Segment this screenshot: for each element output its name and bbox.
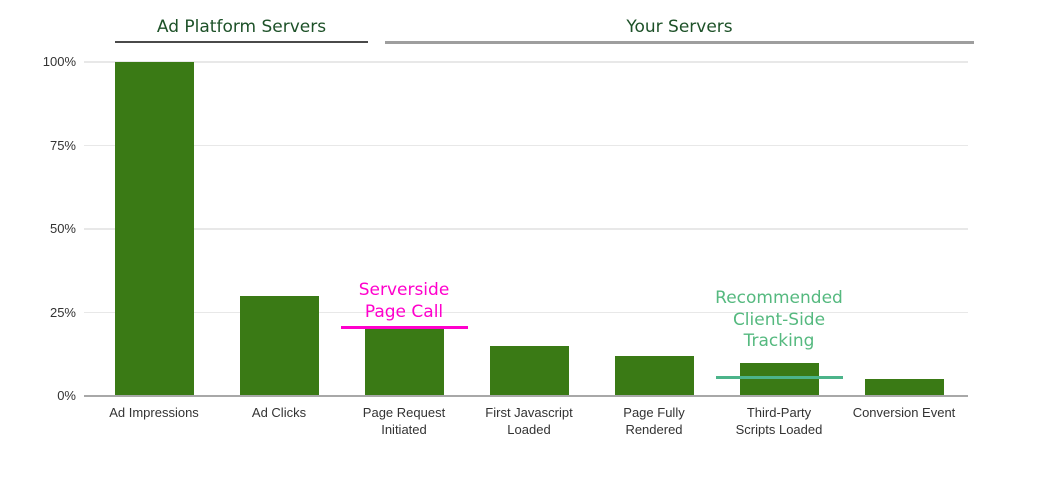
- x-axis-label-page-fully-rendered: Page Fully Rendered: [623, 405, 685, 437]
- y-axis-tick-label-0: 0%: [57, 388, 76, 403]
- group-header-underline: [115, 41, 368, 43]
- annotation-marker-line-recommended: [715, 375, 843, 380]
- annotation-recommended-client-side-tracking: Recommended Client-Side Tracking: [715, 288, 843, 351]
- x-axis-label-page-request-initiated: Page Request Initiated: [362, 405, 446, 437]
- bar-ad-impressions: [114, 62, 194, 396]
- bar-page-request-initiated: [364, 329, 444, 396]
- group-header-underline: [385, 41, 974, 44]
- group-header-label: Your Servers: [626, 17, 733, 37]
- bar-first-javascript-loaded: [489, 345, 569, 396]
- x-axis-label-ad-clicks: Ad Clicks: [251, 405, 307, 420]
- gridline-75: [84, 144, 968, 147]
- bar-conversion-event: [864, 379, 944, 396]
- gridline-25: [84, 311, 968, 314]
- group-header-your-servers: Your Servers: [385, 16, 974, 44]
- gridline-50: [84, 228, 968, 230]
- y-axis-tick-label-25: 25%: [49, 304, 76, 320]
- x-axis-label-third-party-scripts-loaded: Third-Party Scripts Loaded: [735, 405, 823, 437]
- y-axis-tick-label-75: 75%: [49, 137, 76, 153]
- x-axis-label-first-javascript-loaded: First Javascript Loaded: [485, 405, 573, 437]
- y-axis-tick-label-100: 100%: [42, 54, 76, 69]
- annotation-marker-line-serverside: [340, 325, 468, 330]
- x-axis-label-conversion-event: Conversion Event: [852, 405, 956, 420]
- gridline-100: [84, 61, 968, 63]
- y-axis-tick-label-50: 50%: [49, 221, 76, 236]
- x-axis-label-ad-impressions: Ad Impressions: [109, 405, 199, 420]
- bar-ad-clicks: [239, 295, 319, 396]
- group-header-label: Ad Platform Servers: [156, 17, 327, 37]
- bar-page-fully-rendered: [614, 355, 694, 396]
- annotation-serverside-page-call: Serverside Page Call: [358, 280, 450, 322]
- x-axis-baseline: [84, 395, 968, 397]
- group-header-ad-platform-servers: Ad Platform Servers: [115, 16, 368, 43]
